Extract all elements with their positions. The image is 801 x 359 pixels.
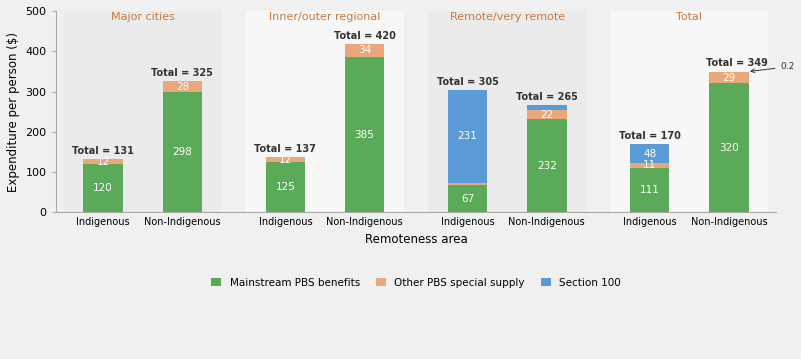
Bar — [448, 89, 487, 183]
Text: Total = 170: Total = 170 — [618, 131, 681, 141]
Text: 48: 48 — [643, 149, 656, 159]
Bar — [610, 11, 768, 213]
Y-axis label: Expenditure per person ($): Expenditure per person ($) — [7, 32, 20, 192]
Text: 231: 231 — [457, 131, 477, 141]
Text: 34: 34 — [358, 46, 371, 55]
Bar — [630, 168, 670, 213]
X-axis label: Remoteness area: Remoteness area — [364, 233, 468, 246]
Bar — [448, 183, 487, 186]
Text: Total = 265: Total = 265 — [516, 92, 578, 102]
Text: 298: 298 — [172, 148, 192, 157]
Text: 385: 385 — [355, 130, 375, 140]
Bar — [63, 11, 222, 213]
Bar — [527, 105, 566, 110]
Bar — [630, 144, 670, 163]
Text: 120: 120 — [93, 183, 113, 193]
Text: 22: 22 — [540, 109, 553, 120]
Bar — [344, 43, 384, 57]
Text: 125: 125 — [276, 182, 296, 192]
Text: Total = 325: Total = 325 — [151, 68, 213, 78]
Bar — [266, 162, 305, 213]
Bar — [344, 57, 384, 213]
Bar — [83, 159, 123, 164]
Text: 320: 320 — [719, 143, 739, 153]
Bar — [246, 11, 405, 213]
Legend: Mainstream PBS benefits, Other PBS special supply, Section 100: Mainstream PBS benefits, Other PBS speci… — [207, 274, 626, 292]
Bar — [428, 11, 586, 213]
Text: Inner/outer regional: Inner/outer regional — [269, 12, 380, 22]
Bar — [448, 186, 487, 213]
Text: 232: 232 — [537, 161, 557, 171]
Bar — [709, 84, 749, 213]
Text: Total = 305: Total = 305 — [437, 77, 498, 87]
Text: 28: 28 — [175, 82, 189, 92]
Bar — [163, 92, 202, 213]
Text: 67: 67 — [461, 194, 474, 204]
Text: 0.2: 0.2 — [751, 62, 795, 73]
Bar — [266, 157, 305, 162]
Bar — [709, 72, 749, 84]
Text: Total = 131: Total = 131 — [72, 146, 134, 157]
Text: Total: Total — [676, 12, 702, 22]
Bar — [527, 119, 566, 213]
Text: Total = 349: Total = 349 — [706, 58, 767, 68]
Text: 11: 11 — [643, 160, 656, 171]
Text: Remote/very remote: Remote/very remote — [449, 12, 565, 22]
Text: 29: 29 — [723, 73, 735, 83]
Text: Total = 137: Total = 137 — [255, 144, 316, 154]
Text: Major cities: Major cities — [111, 12, 175, 22]
Text: 12: 12 — [279, 155, 292, 165]
Bar — [630, 163, 670, 168]
Text: 12: 12 — [97, 157, 110, 167]
Bar — [527, 110, 566, 119]
Text: Total = 420: Total = 420 — [333, 31, 396, 41]
Text: 111: 111 — [640, 185, 659, 195]
Bar — [163, 81, 202, 92]
Bar — [83, 164, 123, 213]
